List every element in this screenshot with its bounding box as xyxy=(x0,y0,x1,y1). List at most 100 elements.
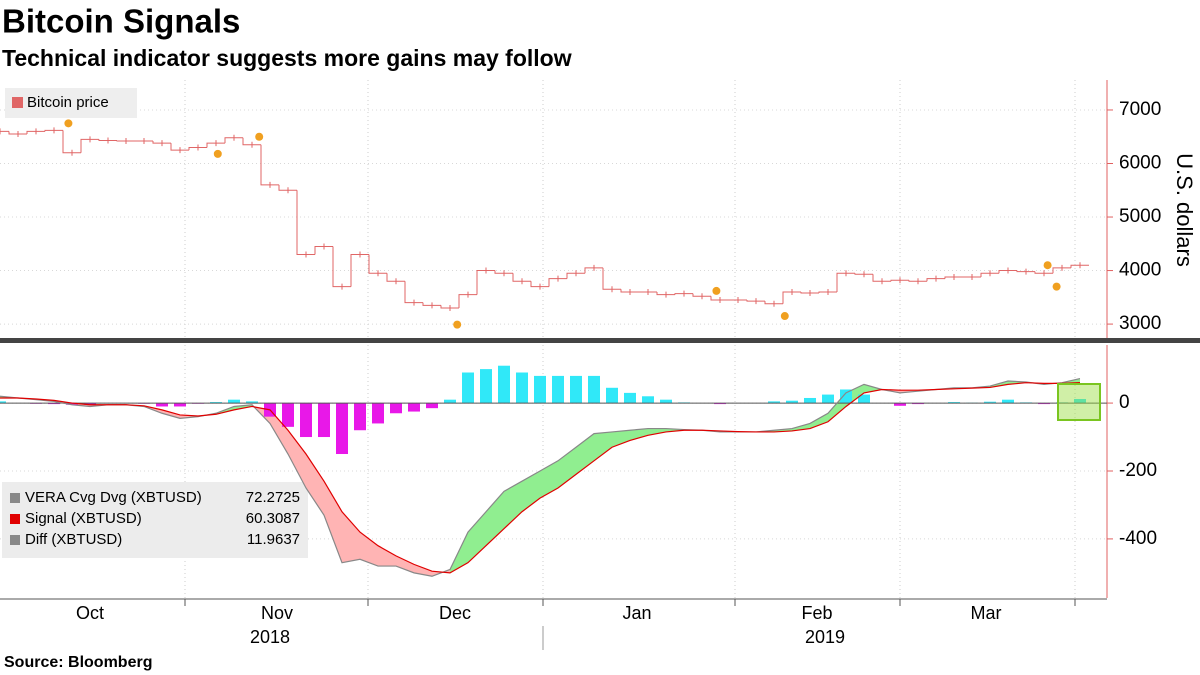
diff-bar xyxy=(642,396,654,404)
price-bar xyxy=(530,281,549,290)
diff-bar xyxy=(1038,403,1050,405)
price-bar xyxy=(458,291,477,309)
price-bar xyxy=(836,270,855,292)
price-bar xyxy=(98,137,117,144)
legend-swatch xyxy=(10,514,20,524)
price-bar xyxy=(998,267,1017,274)
diff-bar xyxy=(498,365,510,404)
month-label: Dec xyxy=(439,603,471,623)
fill-band xyxy=(540,460,558,499)
fill-band xyxy=(270,409,288,455)
panel-separator xyxy=(0,338,1200,343)
diff-bar xyxy=(912,403,924,405)
price-bar xyxy=(188,144,207,151)
price-bar xyxy=(170,143,189,154)
price-bar xyxy=(422,302,441,309)
price-bar xyxy=(656,291,675,298)
diff-bar xyxy=(714,403,726,405)
price-legend-box xyxy=(5,88,137,118)
price-bar xyxy=(602,267,621,293)
month-label: Feb xyxy=(801,603,832,623)
diff-bar xyxy=(840,389,852,404)
legend-label: VERA Cvg Dvg (XBTUSD) xyxy=(25,489,202,506)
legend-label: Signal (XBTUSD) xyxy=(25,510,142,527)
signal-dot xyxy=(453,320,462,329)
diff-bar xyxy=(336,403,348,455)
fill-band xyxy=(288,430,306,488)
month-label: Jan xyxy=(622,603,651,623)
diff-bar xyxy=(660,399,672,404)
diff-bar xyxy=(390,403,402,414)
diff-bar xyxy=(210,402,222,404)
month-label: Mar xyxy=(971,603,1002,623)
diff-bar xyxy=(948,402,960,404)
legend-value: 11.9637 xyxy=(247,531,300,548)
fill-band xyxy=(810,413,828,429)
indicator-line xyxy=(0,381,1081,574)
price-bar xyxy=(152,140,171,147)
fill-band xyxy=(162,409,180,419)
year-label: 2019 xyxy=(805,627,845,647)
price-bar xyxy=(1052,264,1071,274)
diff-bar xyxy=(534,375,546,404)
price-bar xyxy=(566,270,585,279)
signal-dot xyxy=(780,312,789,321)
price-bar xyxy=(296,190,315,258)
diff-bar xyxy=(570,375,582,404)
price-bar xyxy=(314,243,333,255)
year-label: 2018 xyxy=(250,627,290,647)
fill-band xyxy=(360,532,378,567)
diff-bar xyxy=(372,403,384,424)
diff-bar xyxy=(588,375,600,404)
price-bar xyxy=(260,144,279,188)
price-bar xyxy=(0,128,9,135)
diff-bar xyxy=(228,399,240,404)
price-bar xyxy=(512,273,531,285)
y-tick-label: 4000 xyxy=(1119,260,1161,281)
price-bar xyxy=(620,288,639,295)
fill-band xyxy=(306,454,324,516)
fill-band xyxy=(594,431,612,461)
price-bar xyxy=(980,270,999,277)
diff-bar xyxy=(786,400,798,404)
fill-band xyxy=(630,428,648,441)
y-tick-label: 0 xyxy=(1119,392,1130,413)
legend-swatch xyxy=(12,97,23,108)
price-bar xyxy=(44,127,63,134)
price-bar xyxy=(404,281,423,306)
diff-bar xyxy=(822,394,834,404)
signal-dot xyxy=(213,149,222,158)
fill-band xyxy=(612,430,630,448)
legend-label: Diff (XBTUSD) xyxy=(25,531,122,548)
fill-band xyxy=(486,491,504,546)
diff-bar xyxy=(66,403,78,405)
month-label: Oct xyxy=(76,603,104,623)
diff-bar xyxy=(426,403,438,409)
price-bar xyxy=(476,267,495,295)
diff-bar xyxy=(300,403,312,438)
fill-band xyxy=(504,481,522,529)
y-tick-label: 7000 xyxy=(1119,99,1161,120)
fill-band xyxy=(324,481,342,563)
diff-bar xyxy=(624,392,636,404)
signal-dot xyxy=(1043,261,1052,270)
signal-dot xyxy=(1052,282,1061,291)
price-bar xyxy=(8,131,27,138)
chart-subtitle: Technical indicator suggests more gains … xyxy=(2,45,572,71)
price-bar xyxy=(206,140,225,148)
indicator-legend-box xyxy=(2,482,308,558)
indicator-line xyxy=(0,377,1081,577)
diff-bar xyxy=(768,401,780,404)
diff-bar xyxy=(516,372,528,404)
price-bar xyxy=(963,273,981,280)
fill-band xyxy=(468,511,486,563)
month-label: Nov xyxy=(261,603,293,623)
y-tick-label: 6000 xyxy=(1119,153,1161,174)
diff-bar xyxy=(1074,399,1086,404)
diff-bar xyxy=(408,403,420,412)
diff-bar xyxy=(462,372,474,404)
price-bar xyxy=(494,270,513,277)
price-bar xyxy=(639,288,657,295)
price-bar xyxy=(368,254,387,277)
legend-swatch xyxy=(10,535,20,545)
